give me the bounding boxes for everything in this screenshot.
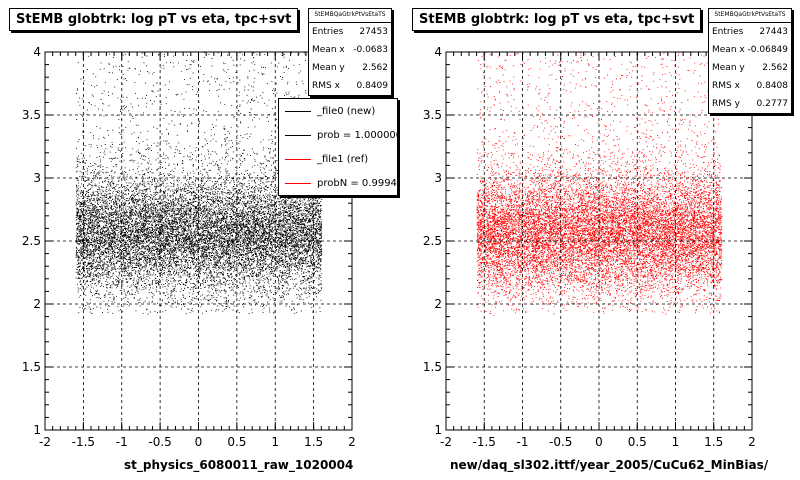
grid xyxy=(446,52,752,430)
legend-entry: _file0 (new) xyxy=(279,99,397,123)
legend-label: _file0 (new) xyxy=(317,105,376,117)
x-tick-label: -1.5 xyxy=(72,435,95,449)
right-pad: -2 -1.5 -1 -0.5 0 0.5 1 1.5 2 1 1.5 2 2.5 3 3.5 4 StEMB… xyxy=(400,0,800,480)
y-tick-label: 1 xyxy=(434,423,442,437)
x-tick-label: -1 xyxy=(116,435,128,449)
stats-rmsy-label: RMS y xyxy=(712,99,740,109)
scatter-points xyxy=(75,51,323,315)
stats-entries-label: Entries xyxy=(712,27,744,37)
y-tick-label: 2.5 xyxy=(423,234,442,248)
x-tick-label: -1.5 xyxy=(473,435,496,449)
right-stats-box: StEMBQaGtrkPtVsEtaTS Entries 27443 Mean x… xyxy=(708,8,792,114)
x-tick-label: 0 xyxy=(195,435,203,449)
y-tick-label: 1 xyxy=(33,423,41,437)
y-tick-label: 3.5 xyxy=(22,108,41,122)
legend-line xyxy=(285,110,311,112)
stats-rmsx: 0.8409 xyxy=(356,81,389,91)
left-x-axis-title: st_physics_6080011_raw_1020004 xyxy=(124,458,354,472)
legend-line xyxy=(285,158,311,160)
legend-label: prob = 1.000000 xyxy=(317,129,398,141)
legend-entry: _file1 (ref) xyxy=(279,147,397,171)
legend-label: _file1 (ref) xyxy=(317,153,369,165)
scatter-point-cloud xyxy=(476,51,723,316)
x-tick-label: -0.5 xyxy=(549,435,572,449)
left-legend: _file0 (new) prob = 1.000000 _file1 (ref… xyxy=(278,98,398,196)
x-tick-label: -1 xyxy=(517,435,529,449)
stats-meanx-label: Mean x xyxy=(312,45,345,55)
x-tick-label: 0.5 xyxy=(628,435,647,449)
left-stats-box: StEMBQaGtrkPtVsEtaTS Entries 27453 Mean x… xyxy=(308,8,392,96)
stats-entries: 27443 xyxy=(759,27,788,37)
scatter-points xyxy=(476,51,723,316)
legend-line xyxy=(285,182,311,184)
stats-entries: 27453 xyxy=(359,27,388,37)
x-tick-label: 0 xyxy=(595,435,603,449)
x-tick-label: -0.5 xyxy=(148,435,171,449)
x-tick-label: 1 xyxy=(271,435,279,449)
stats-rmsx: 0.8408 xyxy=(756,81,789,91)
x-tick-label: 1.5 xyxy=(704,435,723,449)
stats-meanx-label: Mean x xyxy=(712,45,745,55)
legend-label: probN = 0.999411 xyxy=(317,177,397,189)
x-tick-label: -2 xyxy=(440,435,452,449)
stats-meany: 2.562 xyxy=(762,63,788,73)
stats-meanx: -0.06849 xyxy=(747,45,788,55)
right-scatter-plot: -2 -1.5 -1 -0.5 0 0.5 1 1.5 2 1 1.5 2 2.5 3 3.5 4 xyxy=(423,45,756,449)
stats-rmsx-label: RMS x xyxy=(312,81,340,91)
y-tick-label: 3 xyxy=(434,171,442,185)
right-x-axis-title: new/daq_sl302.ittf/year_2005/CuCu62_MinB… xyxy=(450,458,769,472)
scatter-point-cloud xyxy=(75,51,323,315)
left-pad: -2 -1.5 -1 -0.5 0 0.5 1 1.5 2 1 1.5 2 2.5 3 3.5 4 StEMB… xyxy=(0,0,400,480)
x-tick-label: 1 xyxy=(672,435,680,449)
stats-meany-label: Mean y xyxy=(312,63,345,73)
y-tick-label: 2.5 xyxy=(22,234,41,248)
x-tick-label: -2 xyxy=(39,435,51,449)
legend-line xyxy=(285,134,311,136)
x-tick-label: 1.5 xyxy=(304,435,323,449)
y-tick-label: 4 xyxy=(33,45,41,59)
stats-meanx: -0.0683 xyxy=(353,45,388,55)
y-tick-label: 3.5 xyxy=(423,108,442,122)
legend-entry: prob = 1.000000 xyxy=(279,123,397,147)
axis-ticks: -2 -1.5 -1 -0.5 0 0.5 1 1.5 2 1 1.5 2 2.5 3 3.5 4 xyxy=(423,45,756,449)
stats-rmsx-label: RMS x xyxy=(712,81,740,91)
stats-name: StEMBQaGtrkPtVsEtaTS xyxy=(709,9,791,23)
y-tick-label: 2 xyxy=(33,297,41,311)
stats-meany-label: Mean y xyxy=(712,63,745,73)
x-tick-label: 0.5 xyxy=(227,435,246,449)
y-tick-label: 3 xyxy=(33,171,41,185)
x-tick-label: 2 xyxy=(348,435,356,449)
x-tick-label: 2 xyxy=(748,435,756,449)
right-plot-title: StEMB globtrk: log pT vs eta, tpc+svt xyxy=(412,8,702,31)
stats-meany: 2.562 xyxy=(362,63,388,73)
y-tick-label: 4 xyxy=(434,45,442,59)
stats-entries-label: Entries xyxy=(312,27,344,37)
y-tick-label: 2 xyxy=(434,297,442,311)
left-plot-title: StEMB globtrk: log pT vs eta, tpc+svt xyxy=(9,8,299,31)
legend-entry: probN = 0.999411 xyxy=(279,171,397,195)
y-tick-label: 1.5 xyxy=(22,360,41,374)
stats-rmsy: 0.2777 xyxy=(756,99,789,109)
axis-ticks: -2 -1.5 -1 -0.5 0 0.5 1 1.5 2 1 1.5 2 2.5 3 3.5 4 xyxy=(22,45,356,449)
y-tick-label: 1.5 xyxy=(423,360,442,374)
stats-name: StEMBQaGtrkPtVsEtaTS xyxy=(309,9,391,23)
